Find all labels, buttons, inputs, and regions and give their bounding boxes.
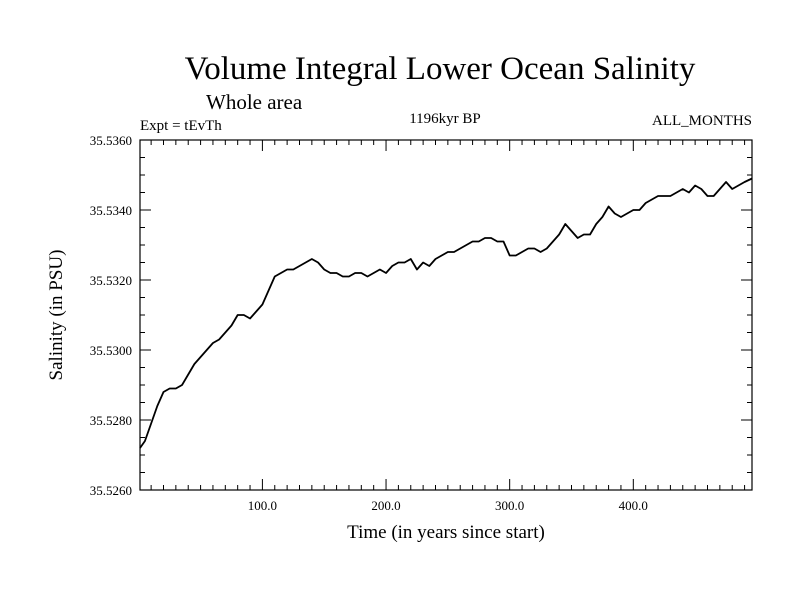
x-tick-label: 100.0 — [248, 498, 277, 513]
plot-frame — [139, 139, 753, 491]
x-axis-label: Time (in years since start) — [347, 522, 545, 543]
experiment-label: Expt = tEvTh — [140, 118, 222, 134]
chart-subtitle: Whole area — [206, 90, 303, 114]
axis-ticks — [140, 139, 752, 491]
x-tick-label: 300.0 — [495, 498, 524, 513]
chart-title: Volume Integral Lower Ocean Salinity — [185, 51, 696, 87]
y-tick-label: 35.5300 — [90, 343, 132, 358]
x-tick-label: 200.0 — [371, 498, 400, 513]
y-tick-label: 35.5260 — [90, 483, 132, 498]
y-tick-label: 35.5320 — [90, 273, 132, 288]
y-tick-label: 35.5360 — [90, 133, 132, 148]
y-axis-label: Salinity (in PSU) — [46, 250, 67, 381]
x-tick-labels: 100.0 200.0 300.0 400.0 — [248, 498, 648, 513]
period-label: 1196kyr BP — [409, 111, 481, 127]
x-tick-label: 400.0 — [619, 498, 648, 513]
series-line-salinity — [139, 177, 753, 449]
y-tick-label: 35.5280 — [90, 413, 132, 428]
y-tick-label: 35.5340 — [90, 203, 132, 218]
y-tick-labels: 35.5260 35.5280 35.5300 35.5320 35.5340 35.53… — [90, 133, 132, 498]
months-label: ALL_MONTHS — [652, 113, 752, 129]
